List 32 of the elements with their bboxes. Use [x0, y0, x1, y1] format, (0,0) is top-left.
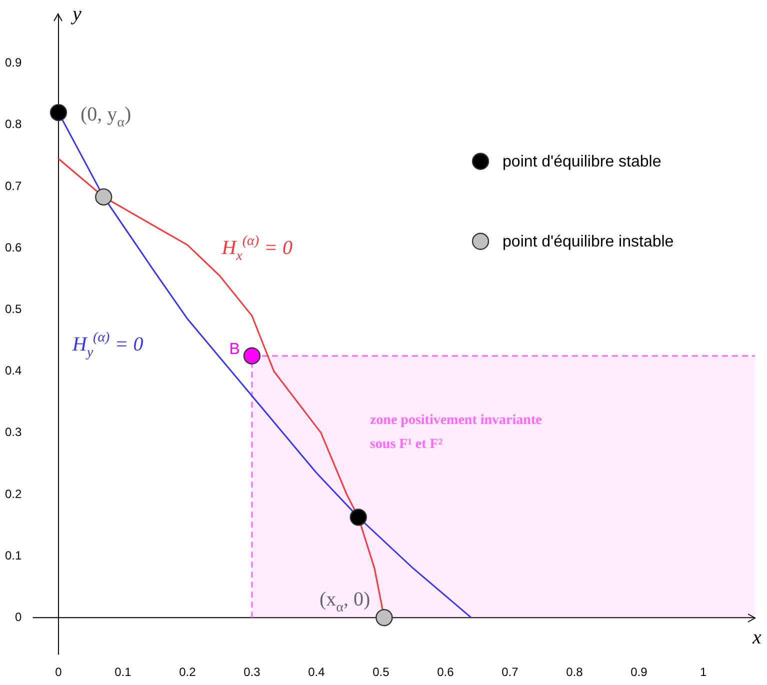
y-tick-label: 0.3 [4, 425, 22, 440]
y-axis-title: y [70, 3, 82, 25]
x-tick-label: 0.8 [566, 665, 584, 680]
x-tick-label: 0.2 [179, 665, 196, 680]
legend-label: point d'équilibre stable [502, 153, 662, 170]
y-tick-label: 0.9 [4, 56, 22, 70]
x-tick-label: 0 [55, 665, 62, 680]
point [376, 609, 393, 626]
x-tick-label: 0.6 [437, 665, 454, 680]
legend-label: point d'équilibre instable [502, 233, 674, 250]
y-tick-label: 0.4 [4, 364, 22, 378]
y-tick-label: 0.6 [4, 240, 22, 254]
x-tick-label: 0.5 [372, 665, 390, 680]
point [95, 188, 112, 206]
point [50, 104, 68, 122]
x-tick-label: 0.9 [630, 665, 648, 680]
y-tick-label: 0.8 [4, 117, 22, 132]
point [350, 508, 367, 526]
x-tick-label: 1 [700, 665, 708, 680]
x-axis-title: x [752, 626, 762, 649]
y-tick-label: 0.7 [4, 178, 22, 193]
y-tick-label: 0 [14, 610, 22, 624]
y-tick-label: 0.2 [4, 486, 22, 501]
series-label: zone positivement invariante sous F¹ et F² [370, 412, 542, 452]
x-tick-label: 0.7 [502, 665, 519, 680]
x-tick-label: 0.4 [308, 665, 326, 680]
series-label: B [229, 340, 240, 358]
x-tick-label: 0.3 [244, 665, 261, 680]
y-tick-label: 0.1 [4, 548, 22, 562]
point [243, 347, 261, 364]
x-tick-label: 0.1 [114, 665, 132, 680]
y-tick-label: 0.5 [4, 302, 22, 316]
